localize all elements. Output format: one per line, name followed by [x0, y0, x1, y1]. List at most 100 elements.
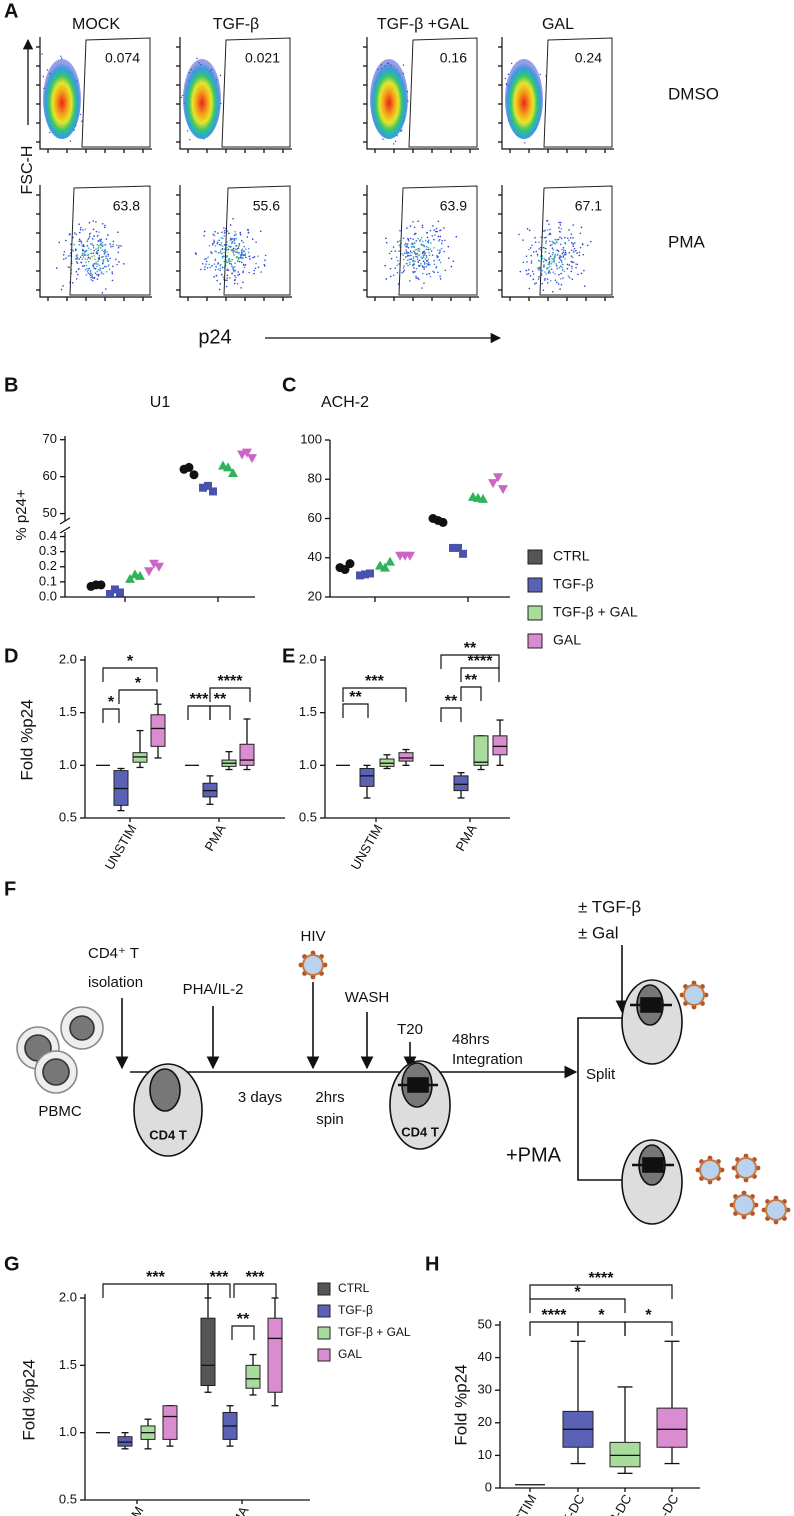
event-dot	[55, 267, 58, 269]
event-dot	[559, 221, 562, 224]
event-dot	[544, 247, 547, 250]
event-dot	[544, 271, 546, 273]
x-tick-label: PMA	[224, 1503, 251, 1516]
event-dot	[223, 227, 225, 229]
event-dot	[431, 235, 434, 237]
significance-label: ****	[589, 1270, 615, 1287]
event-dot	[426, 259, 429, 262]
significance-label: **	[237, 1311, 250, 1328]
event-dot	[414, 249, 416, 252]
event-dot	[406, 259, 409, 262]
event-dot	[86, 258, 89, 261]
event-dot	[237, 274, 239, 276]
event-dot	[247, 251, 250, 254]
gate	[69, 185, 151, 296]
event-dot	[104, 243, 107, 246]
event-dot	[538, 241, 540, 243]
x-tick-label: PMA	[452, 821, 479, 853]
event-dot	[532, 273, 535, 275]
event-dot	[529, 275, 532, 277]
event-dot	[572, 243, 575, 246]
event-dot	[237, 245, 240, 248]
event-dot	[539, 73, 542, 76]
event-dot	[441, 242, 443, 245]
diagram-labels: F CD4⁺ T isolation PHA/IL-2 HIV WASH T20…	[4, 878, 641, 1166]
event-dot	[231, 272, 233, 275]
event-dot	[223, 229, 226, 232]
event-dot	[93, 255, 96, 257]
event-dot	[413, 271, 416, 274]
event-dot	[91, 243, 94, 245]
event-dot	[546, 281, 549, 284]
event-dot	[450, 265, 453, 268]
y-tick-label: 0.5	[299, 809, 317, 824]
event-dot	[421, 240, 424, 243]
event-dot	[571, 249, 573, 251]
event-dot	[81, 252, 84, 255]
event-dot	[396, 272, 399, 274]
column-label: MOCK	[72, 16, 120, 33]
event-dot	[233, 242, 236, 245]
event-dot	[88, 267, 90, 270]
event-dot	[46, 69, 49, 71]
event-dot	[564, 242, 567, 245]
event-dot	[570, 270, 573, 273]
event-dot	[95, 248, 97, 250]
event-dot	[101, 262, 104, 265]
event-dot	[116, 263, 118, 266]
event-dot	[546, 229, 549, 231]
event-dot	[219, 267, 222, 270]
event-dot	[242, 256, 244, 259]
event-dot	[82, 249, 85, 252]
event-dot	[407, 264, 409, 267]
event-dot	[575, 263, 577, 265]
event-dot	[428, 272, 431, 275]
event-dot	[390, 250, 393, 253]
event-dot	[98, 264, 101, 267]
event-dot	[412, 243, 414, 245]
event-dot	[242, 270, 244, 273]
y-tick-label: 0.4	[39, 528, 57, 543]
event-dot	[535, 282, 537, 284]
event-dot	[561, 266, 564, 269]
event-dot	[87, 269, 90, 271]
event-dot	[75, 270, 78, 273]
event-dot	[538, 260, 541, 262]
event-dot	[58, 241, 61, 244]
event-dot	[549, 265, 551, 268]
significance-bracket	[624, 1321, 673, 1336]
event-dot	[541, 282, 544, 285]
event-dot	[213, 234, 216, 237]
point	[154, 562, 164, 572]
event-dot	[543, 266, 545, 268]
y-tick-label: 50	[43, 505, 57, 520]
event-dot	[390, 257, 393, 260]
event-dot	[420, 256, 422, 258]
y-tick-label: 0.3	[39, 543, 57, 558]
event-dot	[425, 254, 428, 257]
event-dot	[570, 260, 573, 263]
row-label: DMSO	[668, 84, 719, 103]
event-dot	[408, 280, 411, 282]
point	[189, 470, 199, 480]
event-dot	[571, 256, 574, 259]
event-dot	[89, 269, 92, 272]
event-dot	[578, 254, 581, 257]
event-dot	[100, 240, 102, 243]
event-dot	[562, 277, 564, 279]
y-tick-label: 60	[308, 510, 322, 525]
event-dot	[421, 224, 424, 227]
virus	[735, 1157, 757, 1179]
event-dot	[568, 252, 571, 254]
y-tick-label: 1.0	[299, 757, 317, 772]
panel-letter: F	[4, 878, 16, 900]
event-dot	[427, 263, 430, 266]
event-dot	[242, 281, 244, 284]
event-dot	[532, 251, 535, 253]
event-dot	[98, 254, 101, 257]
event-dot	[575, 266, 577, 269]
plot-axes	[501, 185, 614, 298]
event-dot	[91, 273, 93, 276]
event-dot	[576, 252, 578, 254]
event-dot	[548, 223, 550, 225]
